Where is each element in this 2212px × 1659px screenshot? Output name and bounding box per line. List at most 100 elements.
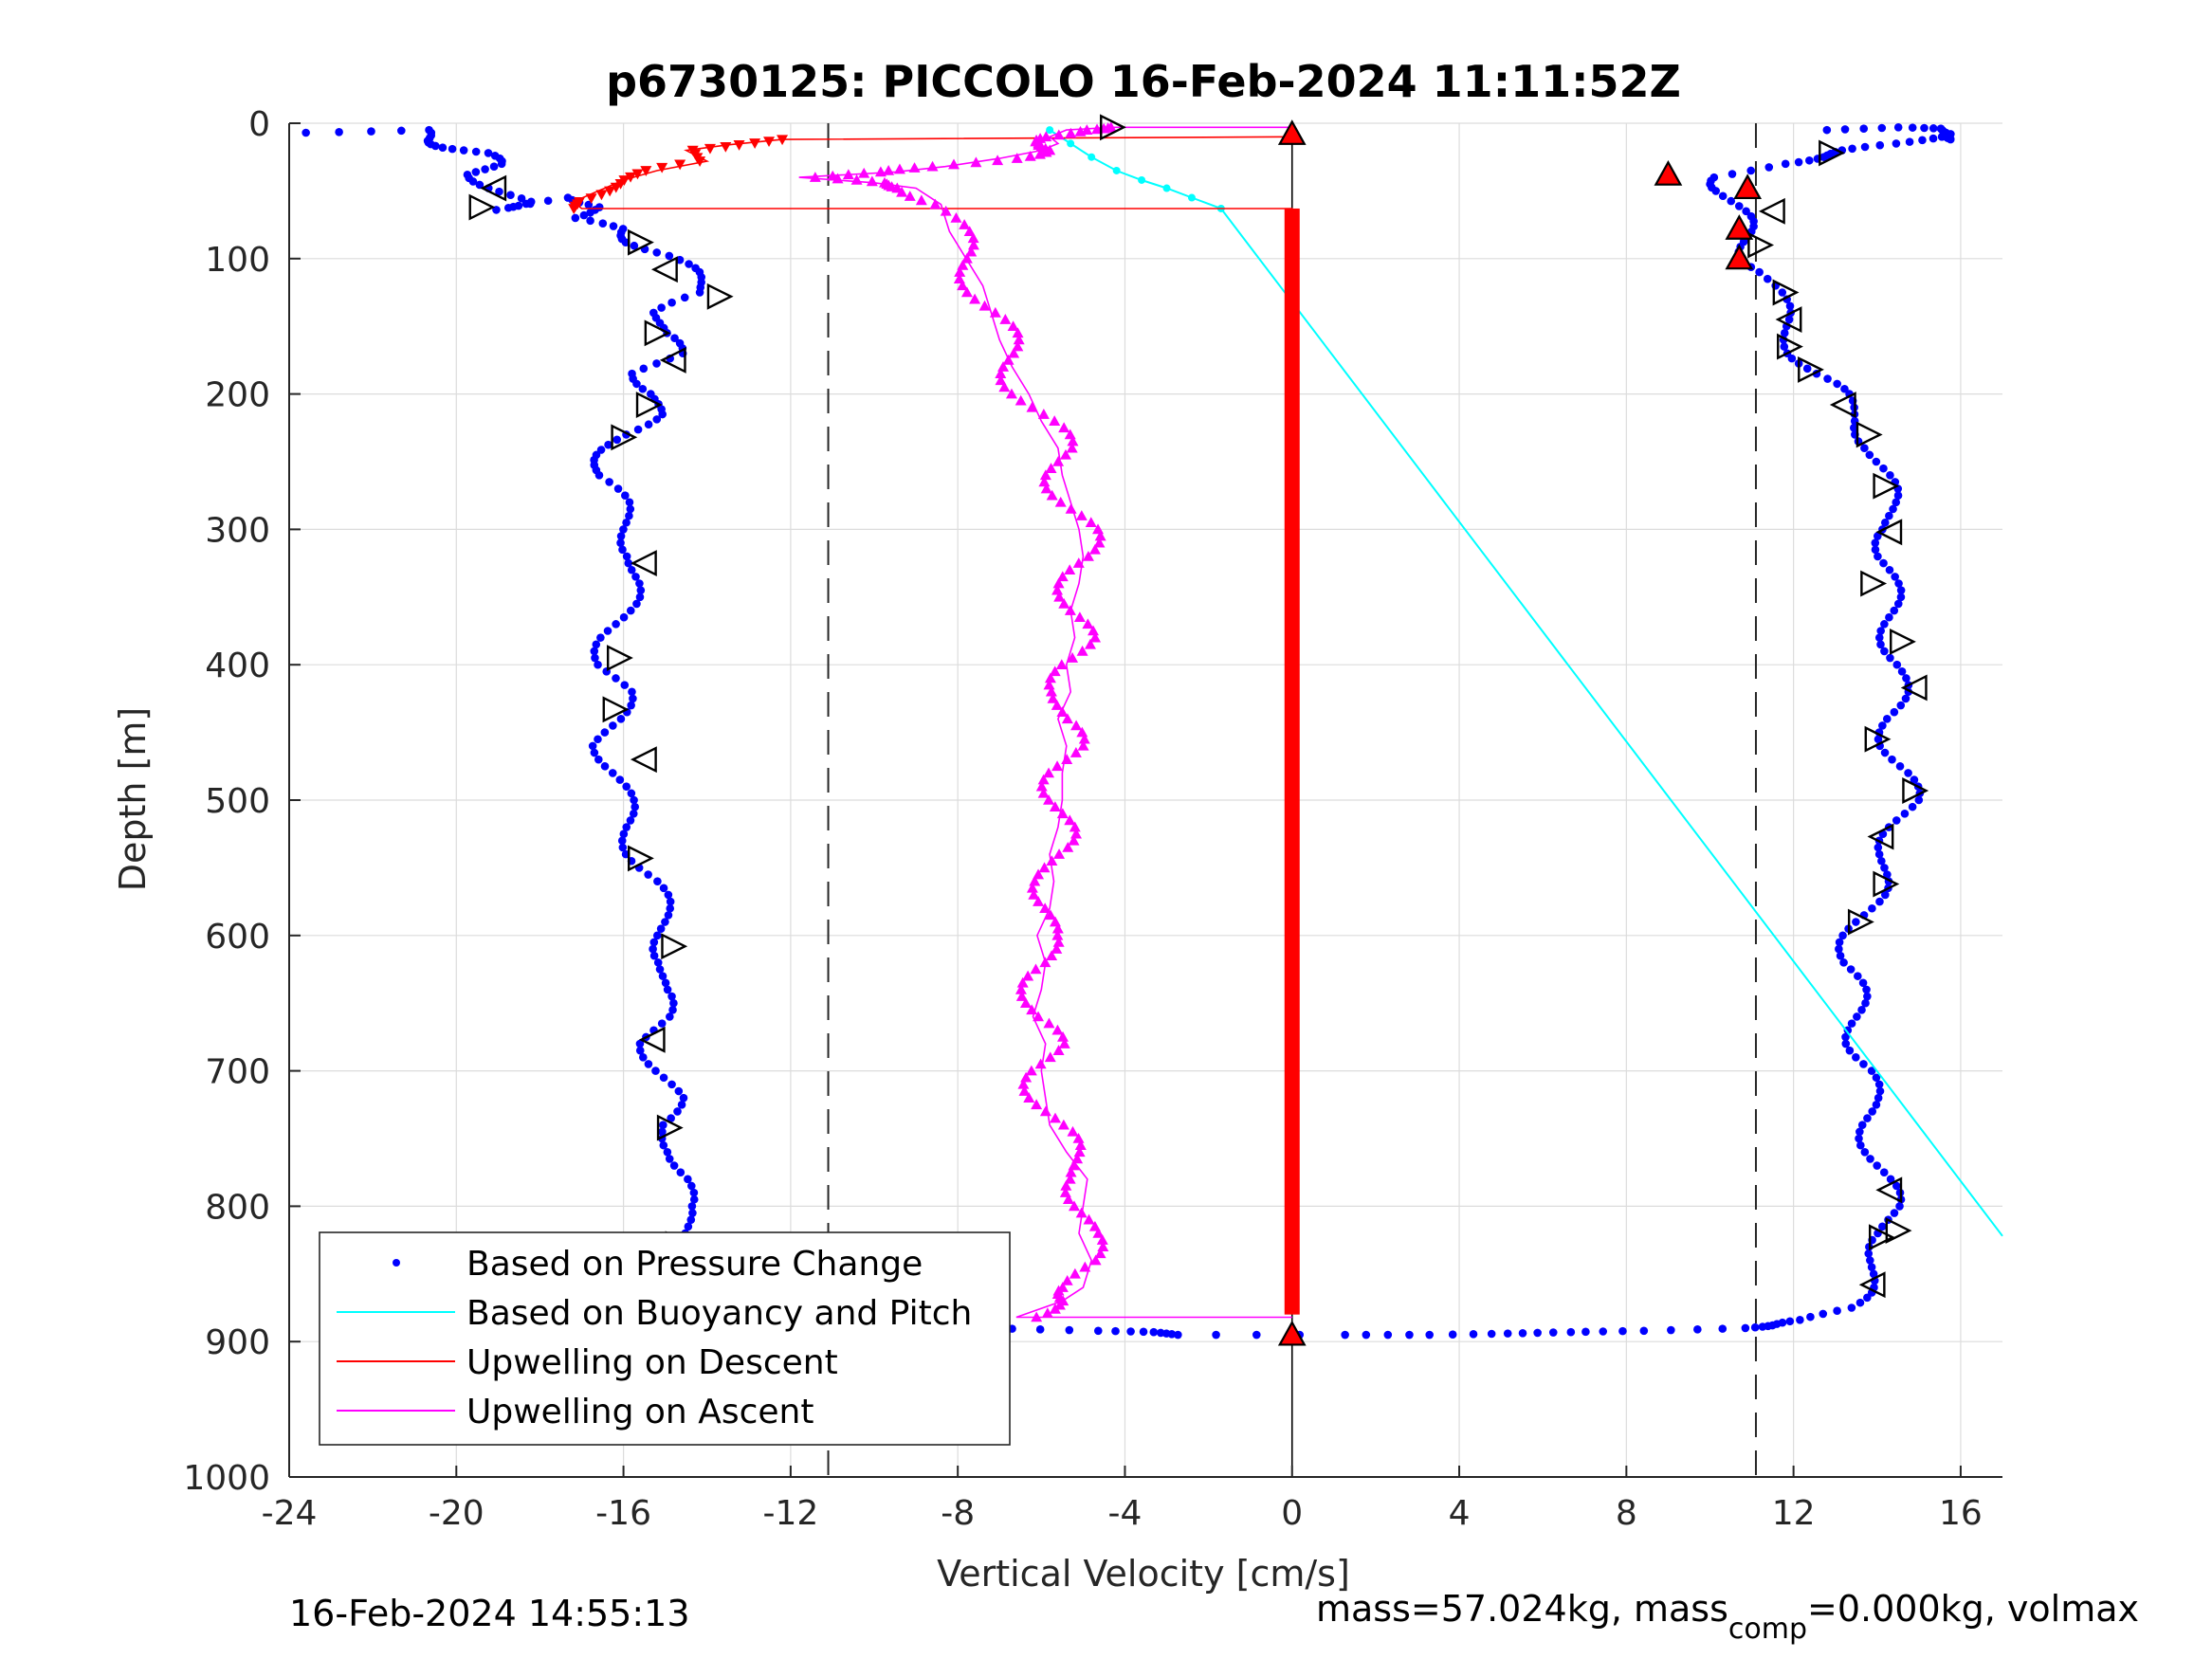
ascent-upwelling-point	[1040, 131, 1052, 142]
pressure-dive-point	[685, 260, 693, 268]
ascent-upwelling-point	[1015, 991, 1028, 1001]
pressure-climb-point	[1874, 843, 1883, 852]
ascent-upwelling-point	[1046, 855, 1058, 866]
pressure-climb-point	[1867, 1066, 1876, 1075]
pressure-dive-point	[635, 579, 644, 588]
pressure-climb-point	[1867, 1263, 1876, 1271]
pressure-dive-point	[684, 1222, 693, 1231]
pressure-dive-point	[631, 802, 639, 811]
buoyancy-pitch-point	[1138, 175, 1146, 184]
pressure-climb-point	[1879, 558, 1888, 568]
pressure-dive-point	[695, 288, 704, 297]
y-tick-label: 100	[205, 241, 270, 280]
pressure-dive-point	[632, 599, 641, 609]
ascent-upwelling-point	[1045, 463, 1057, 473]
turn-marker	[1875, 1176, 1903, 1204]
pressure-climb-point	[1533, 1328, 1542, 1338]
ascent-upwelling-point	[850, 173, 863, 185]
pressure-climb-point	[1876, 640, 1885, 649]
legend-label-pressure: Based on Pressure Change	[466, 1245, 923, 1284]
pressure-dive-point	[673, 1107, 682, 1116]
turn-marker	[644, 319, 671, 347]
ascent-upwelling-point	[940, 205, 952, 216]
ascent-upwelling-point	[1059, 1187, 1071, 1197]
ascent-upwelling-point	[893, 163, 905, 174]
ascent-upwelling-point	[1020, 1071, 1033, 1083]
turn-marker	[1868, 1224, 1895, 1251]
footer-mass-b: =0.000kg, volmax	[1807, 1588, 2139, 1630]
pressure-climb-point	[1893, 122, 1903, 132]
pressure-dive-point	[688, 1209, 697, 1217]
pressure-dive-point	[495, 187, 503, 196]
descent-upwelling-point	[625, 172, 637, 183]
pressure-climb-point	[1893, 491, 1903, 500]
ascent-upwelling-point	[1028, 888, 1040, 900]
pressure-dive-point	[609, 721, 617, 730]
pressure-climb-point	[1780, 329, 1789, 337]
pressure-climb-point	[1848, 144, 1856, 154]
pressure-climb-point	[1448, 1330, 1457, 1340]
ascent-upwelling-point	[1064, 814, 1076, 826]
apogee-marker	[1654, 159, 1683, 186]
pressure-dive-point	[638, 384, 648, 393]
pressure-climb-point	[1877, 856, 1886, 866]
ascent-upwelling-point	[1097, 1241, 1109, 1252]
pressure-climb-point	[1746, 211, 1756, 221]
ascent-upwelling-point	[1096, 1234, 1108, 1245]
ascent-upwelling-point	[950, 211, 962, 223]
pressure-dive-point	[612, 674, 620, 683]
footer-mass-subscript: comp	[1728, 1613, 1807, 1646]
pressure-climb-point	[1900, 809, 1910, 818]
ascent-upwelling-point	[1092, 523, 1105, 535]
ascent-upwelling-point	[1023, 1092, 1035, 1103]
ascent-upwelling-point	[1105, 121, 1117, 133]
pressure-climb-point	[1880, 864, 1889, 872]
ascent-upwelling-point	[1016, 976, 1029, 988]
ascent-upwelling-point	[1078, 733, 1090, 744]
x-tick-label: -16	[595, 1494, 651, 1533]
ascent-upwelling-point	[1069, 747, 1082, 757]
ascent-upwelling-point	[1065, 127, 1077, 138]
pressure-climb-point	[1126, 1327, 1135, 1336]
turn-marker	[1798, 356, 1824, 383]
pressure-dive-point	[630, 241, 639, 250]
ascent-upwelling-point	[866, 175, 878, 187]
ascent-upwelling-point	[1052, 1045, 1065, 1055]
pressure-dive-point	[484, 149, 493, 157]
pressure-dive-point	[624, 558, 633, 568]
buoyancy-pitch-point	[1112, 166, 1121, 174]
ascent-upwelling-point	[948, 158, 960, 170]
pressure-climb-point	[1878, 721, 1887, 730]
pressure-climb-point	[1905, 137, 1914, 146]
ascent-upwelling-point	[1002, 354, 1015, 365]
ascent-upwelling-point	[1069, 821, 1081, 832]
pressure-dive-point	[651, 1066, 660, 1075]
pressure-dive-point	[603, 627, 612, 635]
pressure-climb-point	[1362, 1330, 1371, 1340]
pressure-climb-point	[1890, 1209, 1899, 1217]
ascent-upwelling-point	[989, 306, 1001, 318]
pressure-climb-point	[1742, 207, 1750, 216]
pressure-dive-point	[594, 470, 604, 480]
ascent-upwelling-point	[1073, 611, 1086, 623]
pressure-dive-point	[627, 701, 635, 710]
pressure-dive-point	[635, 1046, 645, 1055]
pressure-climb-point	[1728, 170, 1737, 178]
ascent-upwelling-point	[1069, 1267, 1081, 1279]
ascent-upwelling-point	[1067, 652, 1079, 663]
ascent-upwelling-point	[1056, 1030, 1069, 1042]
pressure-climb-point	[1035, 1325, 1045, 1334]
apogee-marker	[1725, 244, 1754, 270]
ascent-upwelling-point	[1017, 1078, 1030, 1089]
pressure-climb-point	[1878, 1222, 1887, 1231]
ascent-upwelling-point	[1011, 153, 1023, 163]
pressure-dive-point	[658, 410, 667, 419]
pressure-dive-point	[659, 884, 668, 893]
ascent-upwelling-point	[883, 164, 895, 175]
pressure-climb-point	[1764, 163, 1774, 172]
pressure-climb-point	[1847, 1304, 1856, 1312]
pressure-climb-point	[1750, 1322, 1760, 1332]
ascent-upwelling-point	[1088, 543, 1101, 555]
pressure-climb-point	[1149, 1327, 1159, 1337]
ascent-upwelling-point	[1082, 550, 1094, 561]
